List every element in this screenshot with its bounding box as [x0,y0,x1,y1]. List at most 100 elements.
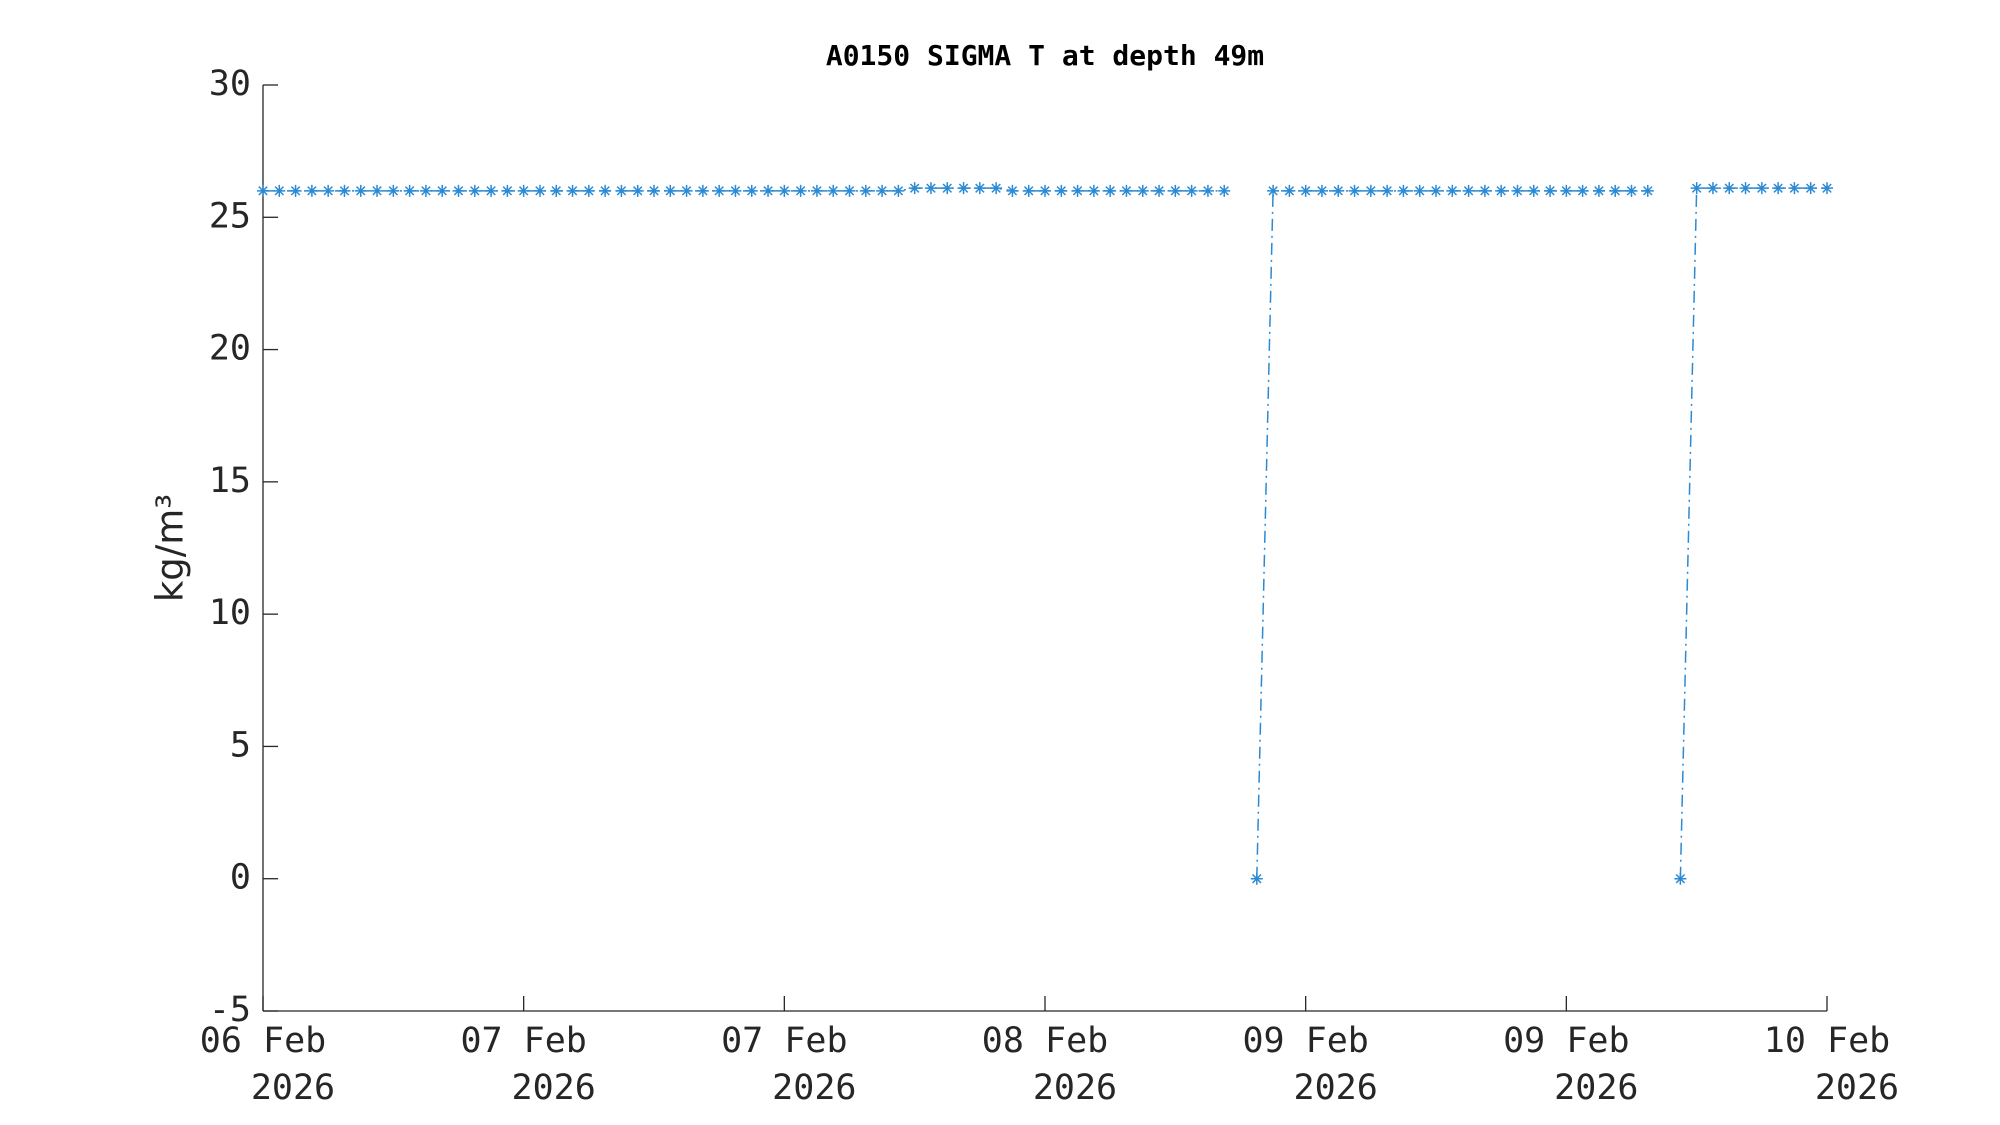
x-tick-label: 07 Feb [460,1021,586,1061]
data-point [1104,184,1117,197]
data-point [1576,184,1589,197]
data-point [1071,184,1084,197]
data-point [273,184,286,197]
data-point [419,184,432,197]
data-point [1690,182,1703,195]
data-point [1625,184,1638,197]
data-point [745,184,758,197]
data-point [1364,184,1377,197]
data-point [582,184,595,197]
data-point [1527,184,1540,197]
x-tick-label: 09 Feb [1503,1021,1629,1061]
data-point [1006,184,1019,197]
data-point [1478,184,1491,197]
data-point [1332,184,1345,197]
data-point [973,182,986,195]
x-tick-label: 09 Feb [1242,1021,1368,1061]
data-point [468,184,481,197]
data-point [1299,184,1312,197]
data-point [1250,872,1263,885]
data-point [648,184,660,197]
data-point [810,184,823,197]
y-tick-label: 20 [209,329,251,369]
data-point [696,184,709,197]
data-point [1348,184,1361,197]
data-point [599,184,612,197]
data-point [778,184,791,197]
data-point [1381,184,1394,197]
y-axis-label: kg/m³ [149,494,192,602]
data-point [533,184,546,197]
data-point [501,184,514,197]
data-point [1804,182,1817,195]
data-point [794,184,807,197]
x-tick-label: 10 Feb [1764,1021,1890,1061]
data-point [941,182,954,195]
y-tick-label: 5 [230,725,251,765]
x-tick-label: 2026 [1294,1068,1378,1108]
data-point [1185,184,1198,197]
data-point [305,184,318,197]
data-point [1772,182,1785,195]
data-point [664,184,677,197]
data-point [371,184,384,197]
data-point [1723,182,1736,195]
data-point [1413,184,1426,197]
data-point [550,184,563,197]
data-point [859,184,872,197]
x-tick-label: 2026 [772,1068,856,1108]
data-point [322,184,335,197]
data-point [485,184,498,197]
data-point [1267,184,1280,197]
chart-title: A0150 SIGMA T at depth 49m [826,39,1264,72]
data-point [680,184,693,197]
data-point [1283,184,1296,197]
data-point [1755,182,1768,195]
data-point [1201,184,1214,197]
data-point [615,184,628,197]
data-point [1609,184,1622,197]
data-point [990,182,1003,195]
data-point [1169,184,1182,197]
data-point [1739,182,1752,195]
data-point [827,184,840,197]
data-point [436,184,449,197]
data-point [1641,184,1654,197]
data-point [1315,184,1328,197]
data-point [1039,184,1051,197]
y-tick-label: 15 [209,461,251,501]
x-tick-label: 2026 [1815,1068,1899,1108]
data-point [354,184,367,197]
data-point [1560,184,1573,197]
data-point [1218,184,1231,197]
x-tick-label: 2026 [251,1068,335,1108]
data-point [1397,184,1410,197]
data-point [1706,182,1719,195]
data-point [1674,872,1687,885]
data-point [1022,184,1035,197]
data-point [1136,184,1149,197]
data-point [452,184,465,197]
data-point [566,184,579,197]
x-tick-label: 06 Feb [200,1021,326,1061]
y-tick-label: 0 [230,858,251,898]
data-point [1592,184,1605,197]
data-point [762,184,775,197]
y-tick-label: 30 [209,64,251,104]
data-point [1495,184,1508,197]
data-point [631,184,644,197]
data-point [876,184,889,197]
data-point [713,184,726,197]
data-point [1788,182,1801,195]
data-point [1430,184,1442,197]
y-tick-label: -5 [209,990,251,1030]
data-point [729,184,742,197]
data-point [1462,184,1475,197]
x-tick-label: 07 Feb [721,1021,847,1061]
data-point [1511,184,1524,197]
x-tick-label: 2026 [1033,1068,1117,1108]
data-point [1446,184,1459,197]
y-tick-label: 10 [209,593,251,633]
x-tick-label: 08 Feb [982,1021,1108,1061]
